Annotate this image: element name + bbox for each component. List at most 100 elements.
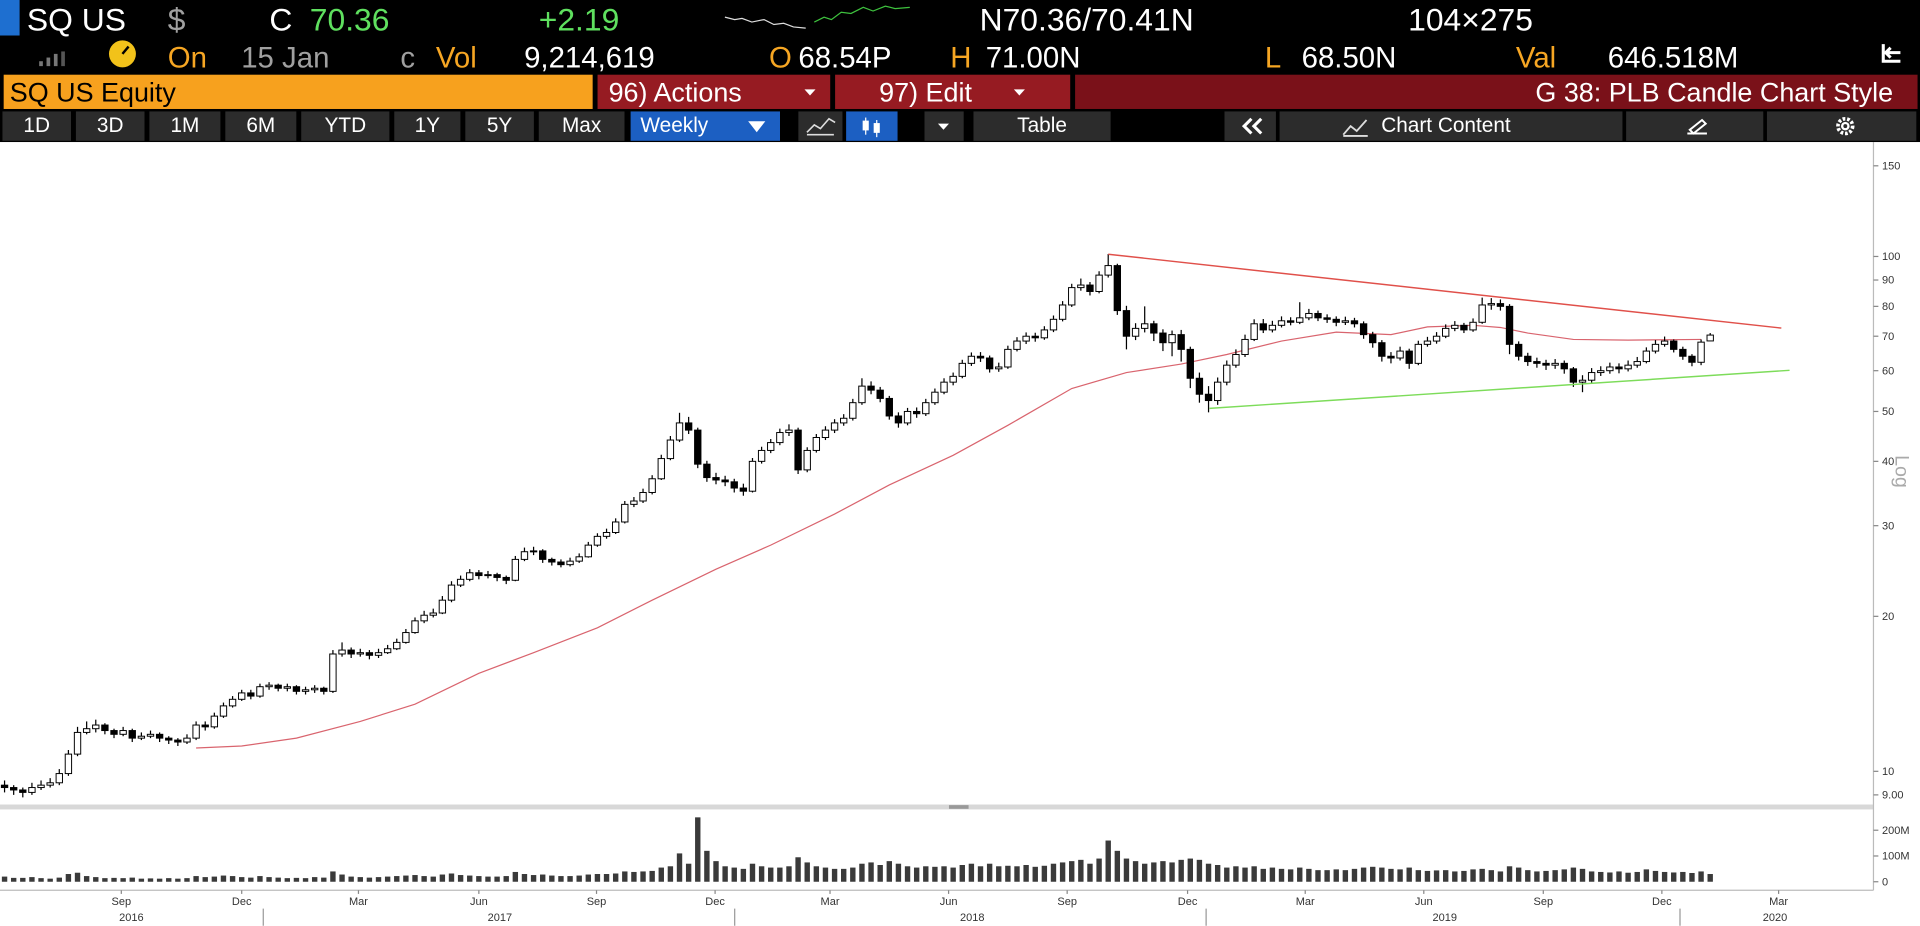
x-tick-label: Dec [1178, 896, 1198, 908]
y-tick-label: 70 [1882, 331, 1894, 343]
security-box[interactable] [3, 74, 593, 109]
candle-body [894, 415, 903, 424]
volume-bar [1525, 870, 1531, 882]
candle-body [584, 544, 592, 558]
range-button[interactable] [225, 111, 297, 141]
table-button[interactable] [973, 111, 1111, 141]
candle-body [1232, 354, 1240, 366]
candle-body [1706, 334, 1714, 342]
volume-bar [1598, 871, 1604, 882]
volume-bar [932, 866, 938, 882]
volume-bar [1433, 870, 1440, 882]
x-tick-label: Sep [1057, 896, 1077, 908]
volume-bar [1096, 858, 1102, 882]
candle-body [940, 381, 948, 393]
volume-bar [904, 866, 911, 882]
volume-bar [1671, 872, 1677, 882]
candle-body [174, 739, 182, 743]
range-label[interactable]: 5Y [487, 114, 513, 137]
volume-bar [1114, 850, 1121, 882]
edit-label[interactable]: 97) Edit [879, 78, 972, 108]
range-button[interactable] [2, 111, 72, 141]
range-label[interactable]: 1D [23, 114, 50, 137]
volume-bar [786, 866, 792, 882]
candle-body [10, 787, 18, 791]
candle-body [1086, 284, 1094, 292]
x-tick-label: Dec [1652, 896, 1672, 908]
volume-bar [1069, 861, 1075, 882]
range-button[interactable] [465, 111, 534, 141]
candle-body [1122, 310, 1131, 337]
candle-body [1587, 372, 1596, 381]
candle-body [995, 366, 1003, 370]
candle-body [256, 686, 264, 697]
candle-body [1277, 320, 1286, 326]
volume-bar [74, 872, 81, 882]
divider-handle[interactable] [948, 805, 969, 809]
collapse-button[interactable] [1224, 111, 1276, 141]
export-icon[interactable] [1881, 44, 1901, 63]
volume-bar [321, 877, 327, 882]
candle-body [1423, 340, 1432, 345]
edit-button[interactable] [835, 74, 1071, 109]
ticker: SQ US [27, 2, 126, 38]
volume-bar [366, 877, 373, 882]
candle-body [1606, 366, 1614, 372]
candle-body [146, 733, 155, 737]
candle-body [402, 632, 410, 643]
sparkline-intraday [724, 16, 806, 29]
volume-bar [1561, 869, 1567, 882]
bid-ask: N70.36/70.41N [980, 2, 1194, 38]
candle-chart-button[interactable] [846, 111, 898, 141]
candle-body [1414, 343, 1423, 364]
chart-content[interactable]: Chart Content [1381, 114, 1511, 137]
candle-body [420, 614, 428, 622]
candle-body [1396, 350, 1404, 359]
range-label[interactable]: 1Y [415, 114, 441, 137]
moving-average [196, 324, 1702, 749]
volume-bar [412, 875, 418, 882]
range-button[interactable] [538, 111, 625, 141]
frequency[interactable]: Weekly [640, 114, 708, 137]
candle-body [785, 429, 793, 434]
candle-body [1533, 361, 1541, 364]
candle-body [82, 728, 91, 733]
actions-label[interactable]: 96) Actions [609, 78, 742, 108]
last-label: C [269, 2, 292, 38]
candle-body [101, 724, 109, 732]
volume-bar [1287, 869, 1294, 882]
range-button[interactable] [149, 111, 221, 141]
line-chart-button[interactable] [798, 111, 843, 141]
volume-bar [795, 857, 801, 882]
range-button[interactable] [301, 111, 390, 141]
candle-body [712, 477, 720, 481]
volume-bar [348, 876, 354, 882]
candle-body [1150, 323, 1158, 334]
range-label[interactable]: 1M [170, 114, 199, 137]
range-label[interactable]: YTD [325, 114, 367, 137]
volume-label: Vol [436, 41, 477, 74]
y-tick-label: 60 [1882, 365, 1894, 377]
candle-body [648, 478, 656, 493]
volume-bar [421, 876, 427, 882]
candle-body [1624, 364, 1632, 370]
volume-bar [950, 867, 956, 882]
volume-bar [193, 876, 199, 882]
range-button[interactable] [394, 111, 461, 141]
range-label[interactable]: Max [562, 114, 602, 137]
security[interactable]: SQ US Equity [10, 78, 177, 108]
candle-body [602, 531, 611, 537]
candle-body [137, 735, 146, 739]
candle-body [238, 692, 246, 700]
volume-bar [1005, 865, 1011, 882]
range-label[interactable]: 3D [97, 114, 124, 137]
range-button[interactable] [75, 111, 145, 141]
volume-bar [512, 871, 519, 882]
chart-content-button[interactable] [1279, 111, 1623, 141]
dropdown-arrow [937, 123, 949, 130]
table[interactable]: Table [1017, 114, 1067, 137]
volume-bar [1625, 872, 1631, 882]
actions-button[interactable] [597, 74, 831, 109]
range-label[interactable]: 6M [246, 114, 275, 137]
